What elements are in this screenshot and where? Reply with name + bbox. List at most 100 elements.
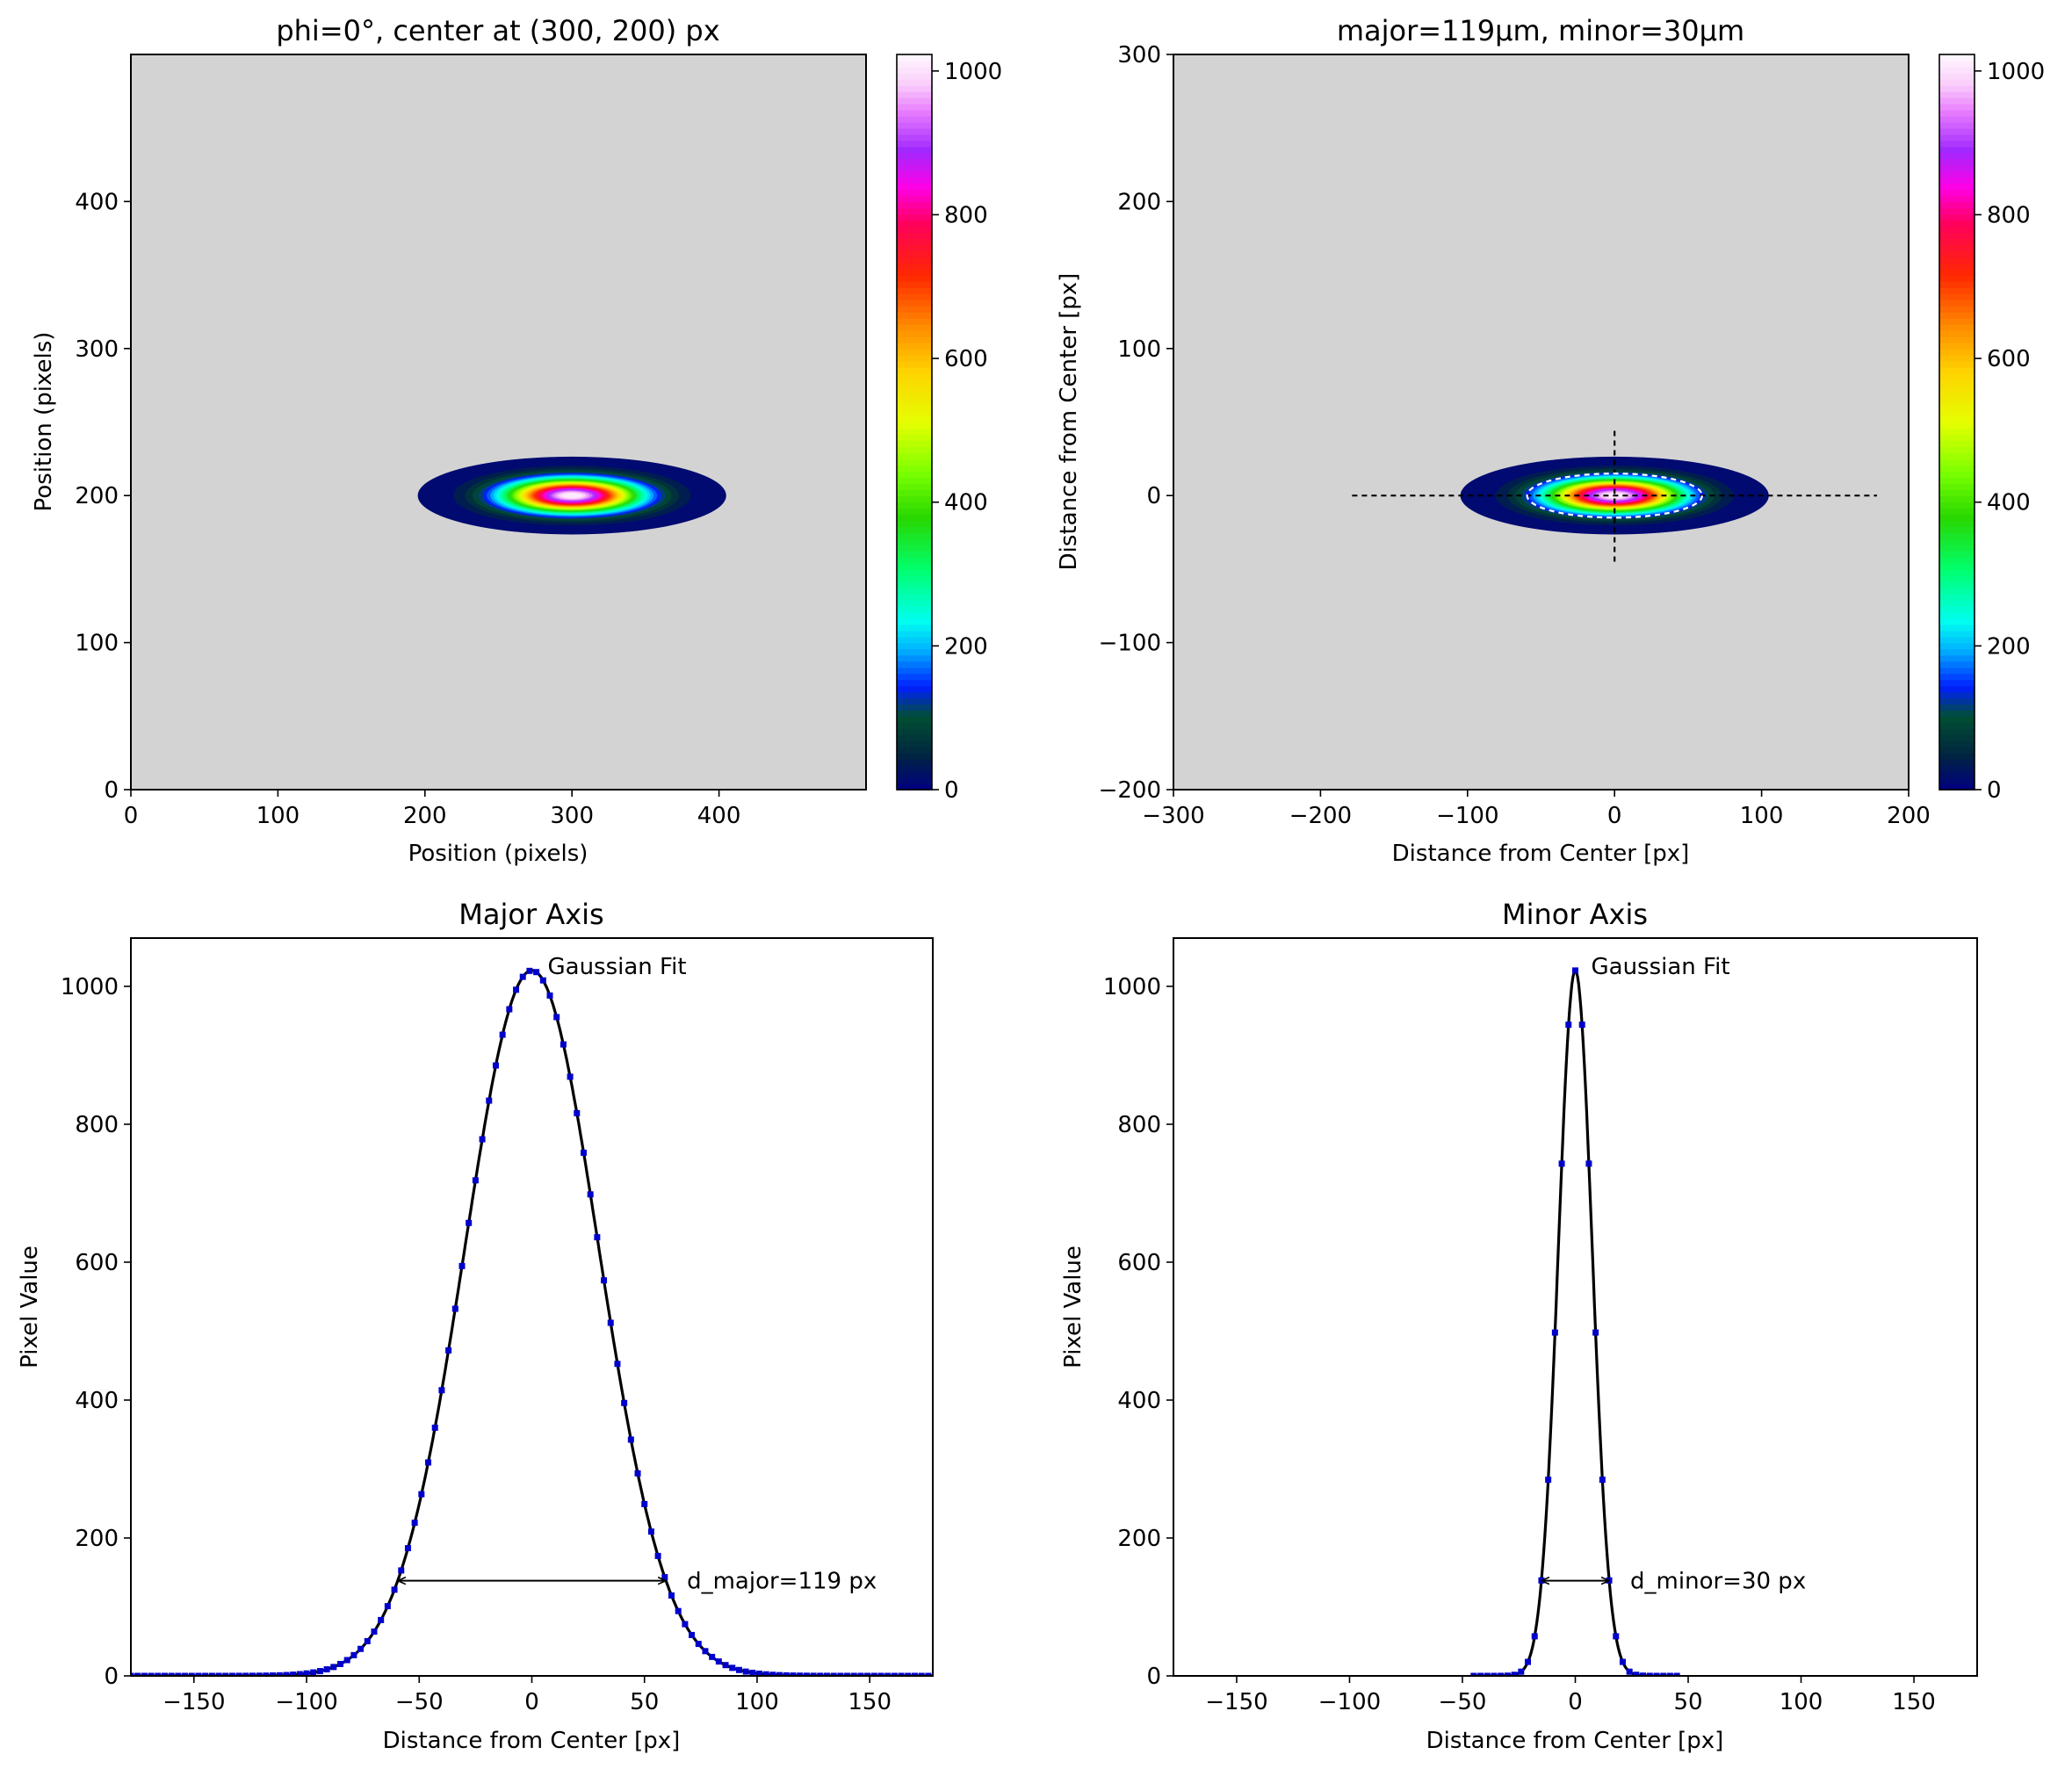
colorbar-segment xyxy=(897,323,932,331)
colorbar-frame xyxy=(1938,54,1975,791)
colorbar-segment xyxy=(1939,317,1975,325)
profile-point xyxy=(384,1603,391,1610)
y-tick-label: 200 xyxy=(1117,1526,1161,1552)
colorbar-segment xyxy=(1939,300,1975,307)
colorbar-segment xyxy=(1939,360,1975,368)
y-tick-label: 1000 xyxy=(1103,974,1161,1000)
colorbar-segment xyxy=(897,538,932,545)
profile-point xyxy=(898,1672,905,1676)
colorbar-segment xyxy=(1939,103,1975,111)
colorbar-segment xyxy=(1939,263,1975,270)
colorbar-segment xyxy=(1939,422,1975,430)
profile-point xyxy=(925,1672,932,1676)
colorbar-segment xyxy=(1939,244,1975,251)
profile-point xyxy=(641,1500,648,1507)
profile-point xyxy=(587,1191,594,1198)
colorbar-segment xyxy=(897,293,932,300)
colorbar-segment xyxy=(897,84,932,92)
profile-point xyxy=(134,1672,141,1676)
colorbar-segment xyxy=(1939,642,1975,650)
colorbar-segment xyxy=(897,244,932,251)
colorbar-segment xyxy=(897,532,932,539)
colorbar-segment xyxy=(1939,72,1975,80)
colorbar-segment xyxy=(1939,508,1975,515)
profile-point xyxy=(283,1672,290,1676)
colorbar-segment xyxy=(1939,568,1975,576)
profile-point xyxy=(627,1436,634,1443)
profile-point xyxy=(1578,1022,1585,1029)
colorbar-segment xyxy=(897,446,932,454)
profile-point xyxy=(290,1672,297,1676)
colorbar-segment xyxy=(897,207,932,215)
colorbar-segment xyxy=(1939,403,1975,411)
colorbar-segment xyxy=(1939,183,1975,191)
colorbar-segment xyxy=(897,189,932,197)
y-tick-label: 200 xyxy=(1117,189,1161,215)
profile-point xyxy=(891,1672,898,1676)
profile-point xyxy=(215,1672,222,1676)
colorbar-segment xyxy=(1939,716,1975,724)
width-label: d_minor=30 px xyxy=(1630,1569,1806,1595)
panel-major-profile: Major Axis −150 −100 −50 0 50 100 150 0 200 400 60… xyxy=(17,898,934,1754)
profile-point xyxy=(1511,1672,1518,1676)
x-tick-label: −100 xyxy=(1318,1689,1381,1715)
profile-point xyxy=(830,1672,837,1676)
y-tick-label: 100 xyxy=(75,631,119,657)
colorbar-segment xyxy=(1939,605,1975,613)
colorbar-segment xyxy=(1939,305,1975,313)
colorbar-segment xyxy=(1939,397,1975,405)
colorbar-segment xyxy=(897,526,932,533)
profile-point xyxy=(654,1552,661,1559)
colorbar-tick-label: 1000 xyxy=(944,59,1002,85)
colorbar-segment xyxy=(897,759,932,766)
profile-point xyxy=(668,1592,675,1599)
profile-point xyxy=(1484,1672,1491,1676)
x-tick-label: −100 xyxy=(275,1689,337,1715)
profile-point xyxy=(553,1014,560,1021)
colorbar-segment xyxy=(1939,90,1975,98)
colorbar-segment xyxy=(1939,599,1975,607)
colorbar-segment xyxy=(897,465,932,473)
profile-point xyxy=(1504,1672,1511,1676)
y-tick-label: 1000 xyxy=(61,974,119,1000)
colorbar-segment xyxy=(1939,465,1975,473)
colorbar-segment xyxy=(897,342,932,350)
colorbar-segment xyxy=(1939,127,1975,135)
profile-point xyxy=(905,1672,912,1676)
x-tick-label: −200 xyxy=(1289,803,1352,829)
y-tick-label: 800 xyxy=(75,1112,119,1138)
colorbar-segment xyxy=(897,599,932,607)
colorbar-segment xyxy=(897,440,932,448)
colorbar-segment xyxy=(897,238,932,246)
colorbar-segment xyxy=(897,90,932,98)
profile-point xyxy=(803,1672,810,1676)
profile-point xyxy=(499,1031,506,1038)
colorbar-segment xyxy=(1939,661,1975,668)
profile-point xyxy=(222,1672,229,1676)
profile-point xyxy=(769,1672,776,1676)
colorbar-segment xyxy=(1939,428,1975,436)
profile-point xyxy=(729,1664,736,1672)
colorbar-segment xyxy=(897,562,932,570)
colorbar-segment xyxy=(897,691,932,699)
y-tick-label: 0 xyxy=(1146,1664,1161,1690)
colorbar-segment xyxy=(897,348,932,356)
profile-point xyxy=(918,1672,925,1676)
profile-point xyxy=(398,1567,405,1574)
x-tick-label: −100 xyxy=(1436,803,1498,829)
colorbar-segment xyxy=(1939,207,1975,215)
profile-point xyxy=(1660,1672,1667,1676)
colorbar-segment xyxy=(1939,446,1975,454)
colorbar-segment xyxy=(1939,213,1975,221)
width-label: d_major=119 px xyxy=(687,1569,877,1595)
colorbar-segment xyxy=(1939,164,1975,172)
profile-point xyxy=(735,1666,742,1673)
colorbar-segment xyxy=(897,109,932,117)
colorbar-segment xyxy=(1939,471,1975,479)
x-tick-label: 50 xyxy=(630,1689,659,1715)
y-tick-label: 600 xyxy=(75,1250,119,1276)
y-axis-label: Pixel Value xyxy=(17,1246,43,1368)
colorbar-segment xyxy=(897,630,932,638)
profile-point xyxy=(1545,1477,1552,1484)
profile-point xyxy=(810,1672,817,1676)
